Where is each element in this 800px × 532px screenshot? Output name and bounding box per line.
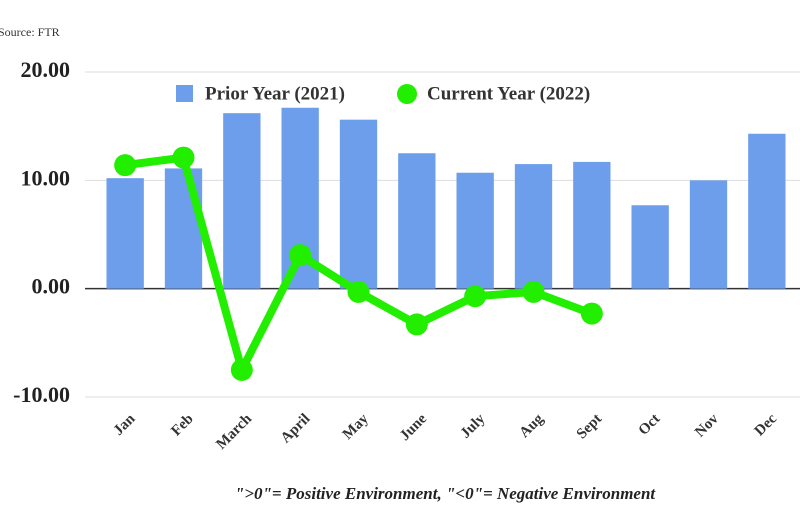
legend-label: Current Year (2022) [427, 83, 590, 104]
source: Source: FTR [0, 25, 60, 39]
bar [106, 178, 144, 289]
x-tick-label: Dec [752, 411, 781, 440]
line-point [522, 280, 545, 303]
line-point [347, 280, 370, 303]
bar [398, 153, 436, 289]
line-point [114, 154, 137, 177]
footnote: ">0"= Positive Environment, "<0"= Negati… [235, 484, 657, 503]
y-tick-label: 20.00 [21, 57, 71, 82]
legend-swatch [397, 84, 417, 104]
bar [631, 205, 669, 289]
bar [573, 161, 611, 289]
bar [164, 168, 203, 289]
y-tick-label: -10.00 [13, 382, 70, 407]
y-tick-label: 10.00 [21, 165, 71, 190]
line-point [580, 302, 603, 325]
line-point [172, 146, 195, 169]
bar [514, 164, 553, 289]
x-tick-label: May [340, 411, 372, 443]
bar [223, 113, 261, 289]
x-tick-label: Feb [168, 411, 196, 439]
x-tick-label: April [278, 411, 313, 446]
bar [748, 133, 786, 289]
x-tick-label: Nov [692, 411, 722, 441]
x-tick-label: Aug [517, 411, 548, 442]
x-tick-label: July [458, 411, 489, 442]
x-tick-label: June [397, 411, 430, 444]
x-tick-label: March [213, 410, 255, 452]
line-point [405, 313, 428, 336]
line-point [230, 358, 253, 381]
line-point [464, 285, 487, 308]
y-tick-label: 0.00 [32, 274, 71, 299]
bar [689, 180, 728, 289]
bar [339, 119, 378, 289]
line-point [289, 244, 312, 267]
legend-label: Prior Year (2021) [205, 83, 345, 104]
legend-swatch [176, 85, 193, 102]
x-tick-label: Jan [111, 410, 139, 438]
bar [456, 172, 494, 289]
x-tick-label: Oct [636, 411, 664, 439]
x-tick-label: Sept [574, 411, 605, 442]
